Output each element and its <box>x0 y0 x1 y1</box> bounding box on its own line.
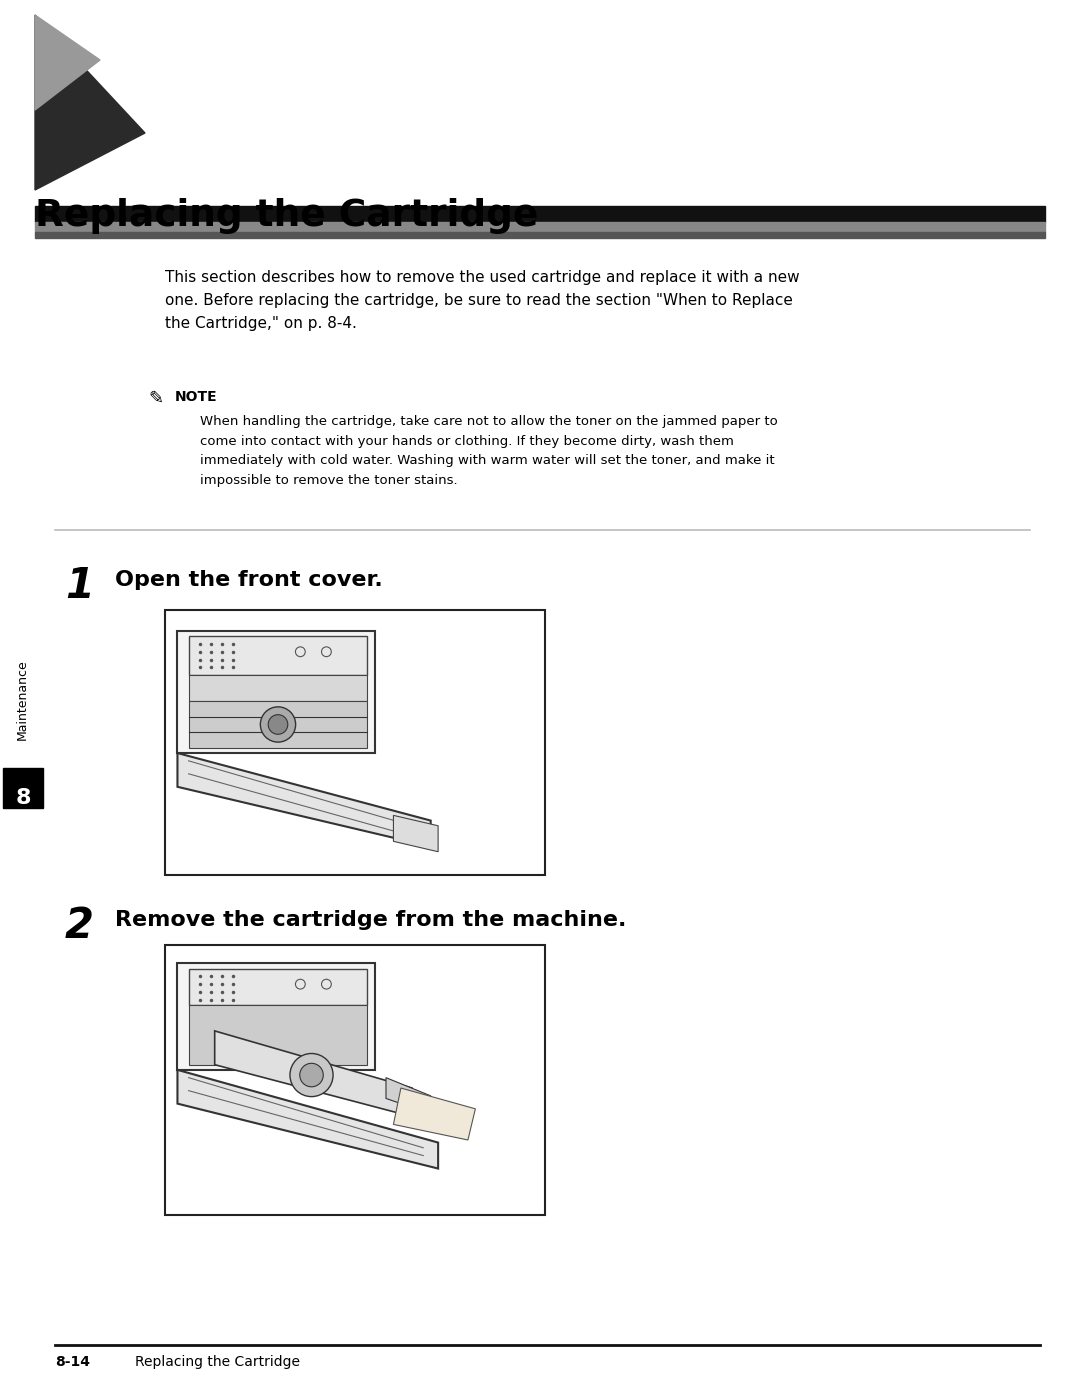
Polygon shape <box>177 963 375 1070</box>
Polygon shape <box>189 969 367 1005</box>
Text: NOTE: NOTE <box>175 390 218 404</box>
Polygon shape <box>386 1077 431 1115</box>
Text: Replacing the Cartridge: Replacing the Cartridge <box>135 1355 300 1369</box>
Circle shape <box>300 1063 323 1087</box>
Text: Open the front cover.: Open the front cover. <box>114 570 382 590</box>
Circle shape <box>260 706 296 743</box>
Polygon shape <box>189 701 367 748</box>
Text: 2: 2 <box>65 905 94 947</box>
Polygon shape <box>189 675 367 701</box>
Bar <box>165 609 545 874</box>
Text: When handling the cartridge, take care not to allow the toner on the jammed pape: When handling the cartridge, take care n… <box>200 415 778 487</box>
Text: Replacing the Cartridge: Replacing the Cartridge <box>35 198 538 235</box>
Text: 8: 8 <box>15 788 30 808</box>
Polygon shape <box>393 815 438 852</box>
Polygon shape <box>189 636 367 675</box>
Bar <box>35 205 1045 222</box>
Circle shape <box>268 715 287 734</box>
Bar <box>165 945 545 1214</box>
Circle shape <box>289 1053 333 1097</box>
Text: Remove the cartridge from the machine.: Remove the cartridge from the machine. <box>114 911 626 930</box>
Polygon shape <box>189 1005 367 1065</box>
Polygon shape <box>177 754 431 847</box>
Polygon shape <box>35 15 100 110</box>
Text: This section describes how to remove the used cartridge and replace it with a ne: This section describes how to remove the… <box>165 271 799 330</box>
Polygon shape <box>177 632 375 754</box>
Text: Maintenance: Maintenance <box>15 659 28 740</box>
Text: ✎: ✎ <box>148 390 163 408</box>
Text: 1: 1 <box>65 565 94 607</box>
Polygon shape <box>215 1031 413 1116</box>
Bar <box>35 222 1045 232</box>
Text: 8-14: 8-14 <box>55 1355 90 1369</box>
Polygon shape <box>35 15 145 190</box>
Polygon shape <box>393 1088 475 1140</box>
Polygon shape <box>177 1070 438 1169</box>
Bar <box>3 768 43 808</box>
Bar <box>35 232 1045 237</box>
